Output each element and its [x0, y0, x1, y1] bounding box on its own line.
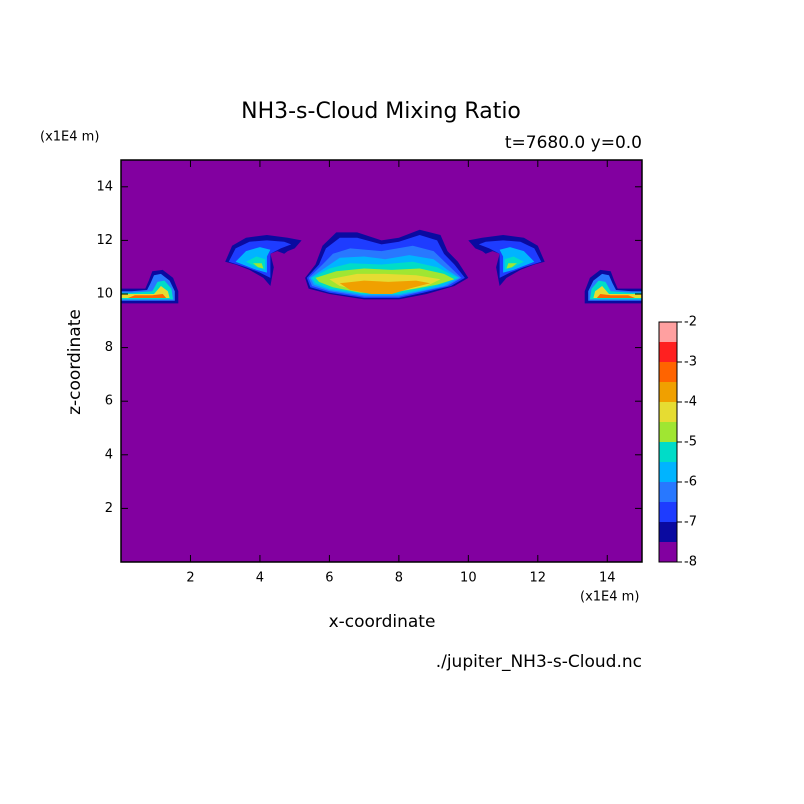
colorbar-tick-label: -3	[684, 355, 697, 370]
x-tick-label: 8	[395, 571, 403, 586]
colorbar-tick-label: -2	[684, 315, 697, 330]
colorbar-band	[659, 382, 677, 402]
y-tick-label: 2	[105, 501, 113, 516]
colorbar-band	[659, 442, 677, 462]
x-tick-label: 2	[186, 571, 194, 586]
colorbar-band	[659, 542, 677, 562]
colorbar-tick-label: -5	[684, 435, 697, 450]
y-tick-label: 10	[96, 287, 113, 302]
colorbar-tick-label: -8	[684, 555, 697, 570]
colorbar-tick-label: -7	[684, 515, 697, 530]
contour-region	[127, 294, 167, 298]
y-tick-label: 4	[105, 447, 113, 462]
x-tick-label: 6	[325, 571, 333, 586]
y-tick-label: 6	[105, 394, 113, 409]
colorbar-band	[659, 362, 677, 382]
colorbar-tick-label: -4	[684, 395, 697, 410]
chart-title: NH3-s-Cloud Mixing Ratio	[241, 99, 521, 124]
x-tick-label: 14	[599, 571, 616, 586]
y-tick-label: 14	[96, 179, 113, 194]
y-axis-label: z-coordinate	[65, 309, 85, 415]
source-file: ./jupiter_NH3-s-Cloud.nc	[436, 652, 642, 672]
x-tick-label: 10	[460, 571, 477, 586]
colorbar-band	[659, 502, 677, 522]
y-tick-label: 12	[96, 233, 113, 248]
x-tick-label: 4	[256, 571, 264, 586]
plot-background	[121, 160, 642, 562]
axes: 2 4 6 8 10 12 14 2 4 6 8 10 12 14 -8 -7 -6 -5 -4 -3 -2	[96, 159, 697, 586]
colorbar-band	[659, 522, 677, 542]
plot-area	[121, 160, 642, 562]
y-tick-label: 8	[105, 340, 113, 355]
contour-region	[506, 263, 517, 269]
x-axis-label: x-coordinate	[329, 612, 436, 632]
colorbar-band	[659, 402, 677, 422]
chart-subtitle: t=7680.0 y=0.0	[505, 133, 642, 153]
x-tick-label: 12	[530, 571, 547, 586]
colorbar-band	[659, 322, 677, 342]
contour-region	[339, 280, 431, 294]
x-unit: (x1E4 m)	[580, 590, 639, 605]
contour-region	[253, 263, 264, 269]
contour-region	[596, 294, 636, 298]
y-unit: (x1E4 m)	[40, 130, 99, 145]
colorbar-tick-label: -6	[684, 475, 697, 490]
colorbar-band	[659, 482, 677, 502]
plot-frame	[120, 159, 643, 563]
colorbar-band	[659, 342, 677, 362]
colorbar-band	[659, 462, 677, 482]
colorbar-band	[659, 422, 677, 442]
